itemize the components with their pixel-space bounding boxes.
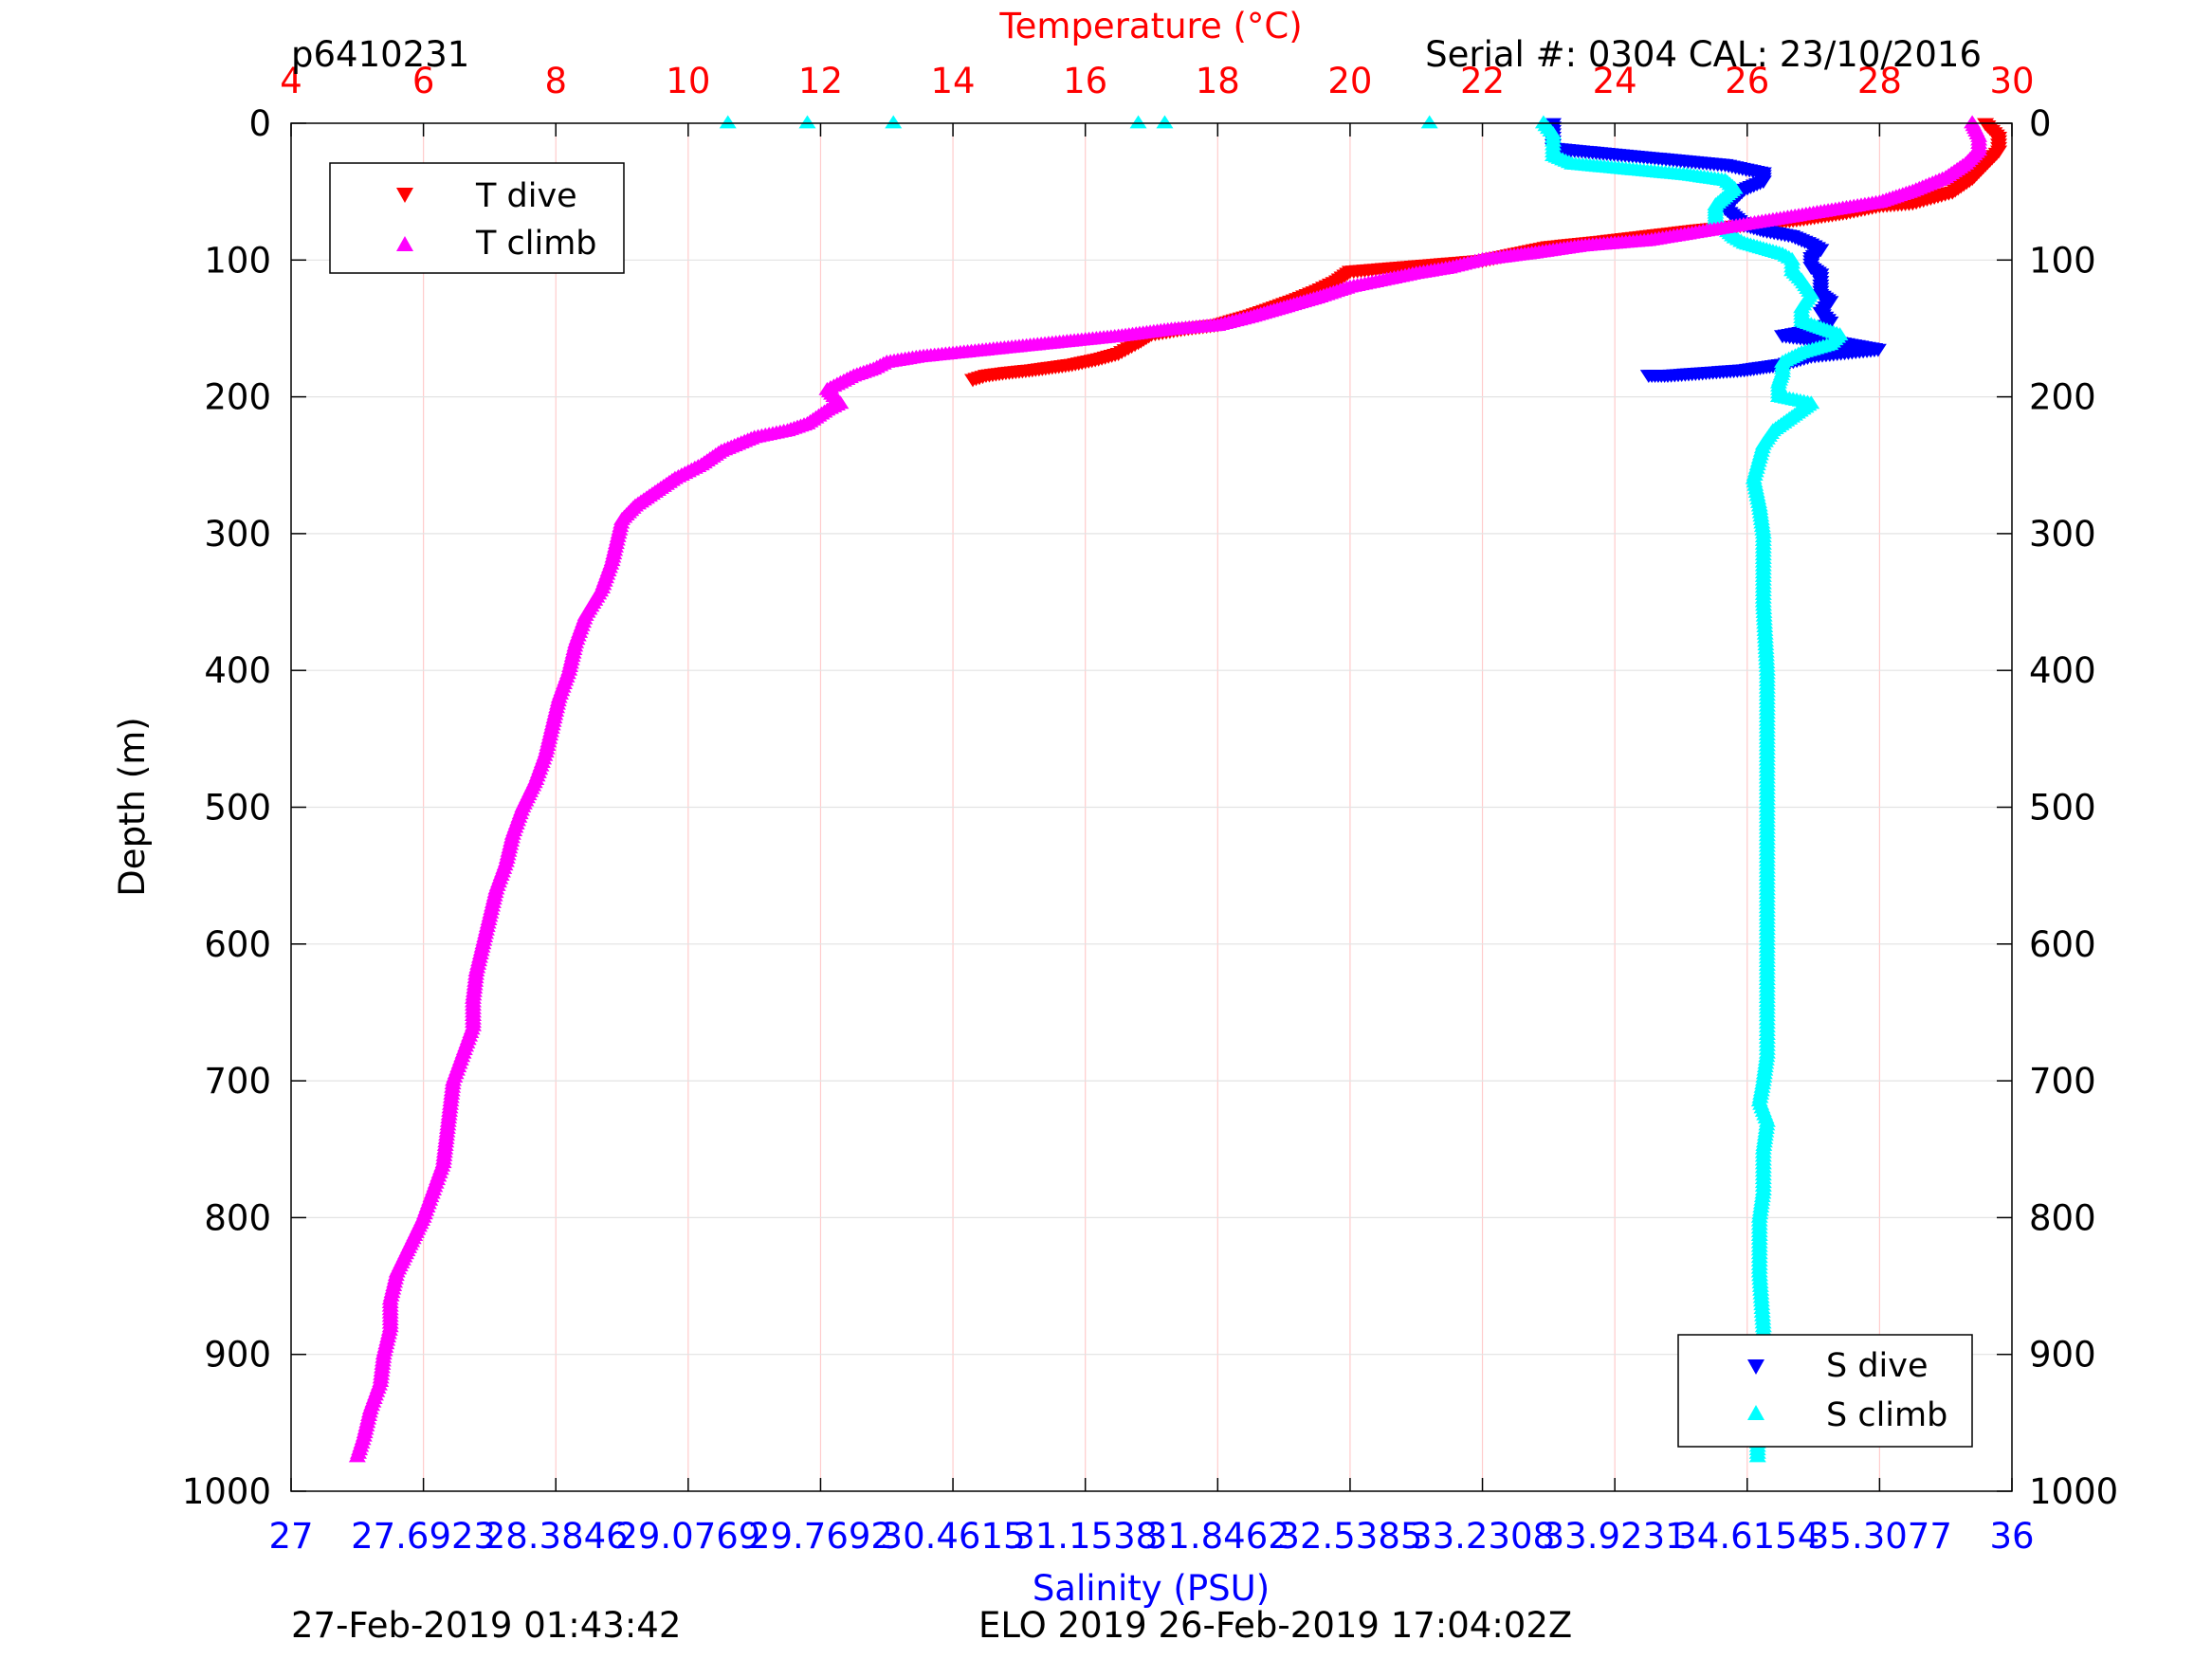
temperature-tick-label: 24 [1593,61,1637,101]
t-dive-legend-marker [396,188,413,203]
temperature-tick-label: 30 [1989,61,2034,101]
salinity-tick-label: 32.5385 [1277,1516,1422,1557]
series-layer [348,115,2008,1463]
depth-tick-label-right: 600 [2029,924,2096,965]
temperature-legend: T dive T climb [329,162,625,274]
salinity-legend-box [1677,1334,1973,1448]
salinity-tick-label: 31.8462 [1145,1516,1290,1557]
depth-tick-label-right: 900 [2029,1335,2096,1376]
surface-point [1420,115,1438,129]
salinity-tick-label: 36 [1989,1516,2034,1557]
depth-tick-label-left: 0 [248,103,271,144]
depth-axis-title: Depth (m) [112,717,153,896]
depth-tick-label-left: 400 [204,650,271,691]
s-dive-legend-marker [1747,1359,1764,1375]
salinity-tick-label: 34.6154 [1674,1516,1819,1557]
surface-point [1156,115,1174,129]
temperature-tick-label: 6 [412,61,435,101]
temperature-tick-label: 18 [1196,61,1240,101]
t-climb-legend-label: T climb [475,225,597,263]
depth-tick-label-right: 400 [2029,650,2096,691]
depth-tick-label-right: 500 [2029,788,2096,829]
depth-tick-label-left: 300 [204,514,271,555]
salinity-tick-label: 33.9231 [1543,1516,1688,1557]
salinity-tick-label: 28.3846 [484,1516,629,1557]
salinity-tick-label: 29.0769 [615,1516,760,1557]
serial-info: Serial #: 0304 CAL: 23/10/2016 [1425,34,1982,75]
depth-tick-label-right: 200 [2029,377,2096,418]
surface-point [885,115,903,129]
salinity-tick-label: 27.6923 [351,1516,496,1557]
salinity-tick-label: 35.3077 [1807,1516,1952,1557]
temperature-tick-label: 26 [1725,61,1769,101]
t-dive-legend-label: T dive [475,177,577,215]
temperature-legend-box [329,162,625,274]
t-climb-point [348,1449,366,1463]
temperature-axis-title: Temperature (°C) [998,6,1302,46]
s-climb-point [1748,1449,1766,1463]
depth-tick-label-right: 100 [2029,240,2096,281]
salinity-tick-label: 33.2308 [1410,1516,1555,1557]
temperature-tick-label: 4 [280,61,302,101]
depth-tick-label-right: 0 [2029,103,2052,144]
depth-tick-label-left: 500 [204,788,271,829]
depth-tick-label-right: 1000 [2029,1471,2118,1512]
surface-point [798,115,816,129]
footer-timestamp: 27-Feb-2019 01:43:42 [291,1605,681,1646]
axes-layer: 4 6 8 10 12 14 16 18 20 22 24 26 28 30 27 27.692328.384… [182,61,2118,1557]
s-dive-point [1639,370,1657,384]
depth-tick-label-left: 700 [204,1061,271,1102]
salinity-tick-label: 30.4615 [881,1516,1026,1557]
t-climb-legend-marker [396,236,413,251]
depth-tick-label-left: 100 [204,240,271,281]
temperature-tick-label: 22 [1460,61,1505,101]
depth-tick-label-left: 800 [204,1197,271,1238]
temperature-tick-label: 8 [544,61,567,101]
s-climb-legend-label: S climb [1826,1396,1947,1434]
depth-tick-label-left: 1000 [182,1471,271,1512]
depth-tick-label-right: 700 [2029,1061,2096,1102]
depth-tick-label-right: 800 [2029,1197,2096,1238]
salinity-tick-label: 29.7692 [748,1516,893,1557]
salinity-legend: S dive S climb [1677,1334,1973,1448]
temperature-tick-label: 10 [666,61,710,101]
depth-tick-label-right: 300 [2029,514,2096,555]
footer-mission-info: ELO 2019 26-Feb-2019 17:04:02Z [978,1605,1572,1646]
salinity-tick-label: 27 [268,1516,313,1557]
temperature-tick-label: 12 [798,61,843,101]
t-dive-point [964,374,982,388]
temperature-tick-label: 28 [1857,61,1902,101]
profile-id: p6410231 [291,34,469,75]
s-dive-legend-label: S dive [1826,1347,1929,1385]
depth-tick-label-left: 600 [204,924,271,965]
surface-point [719,115,737,129]
salinity-axis-title: Salinity (PSU) [1033,1568,1270,1609]
temperature-tick-label: 16 [1063,61,1107,101]
salinity-tick-label: 31.1538 [1013,1516,1158,1557]
depth-tick-label-left: 200 [204,377,271,418]
surface-point [1129,115,1147,129]
temperature-tick-label: 20 [1327,61,1372,101]
s-climb-legend-marker [1747,1405,1764,1420]
temperature-tick-label: 14 [931,61,976,101]
depth-tick-label-left: 900 [204,1335,271,1376]
